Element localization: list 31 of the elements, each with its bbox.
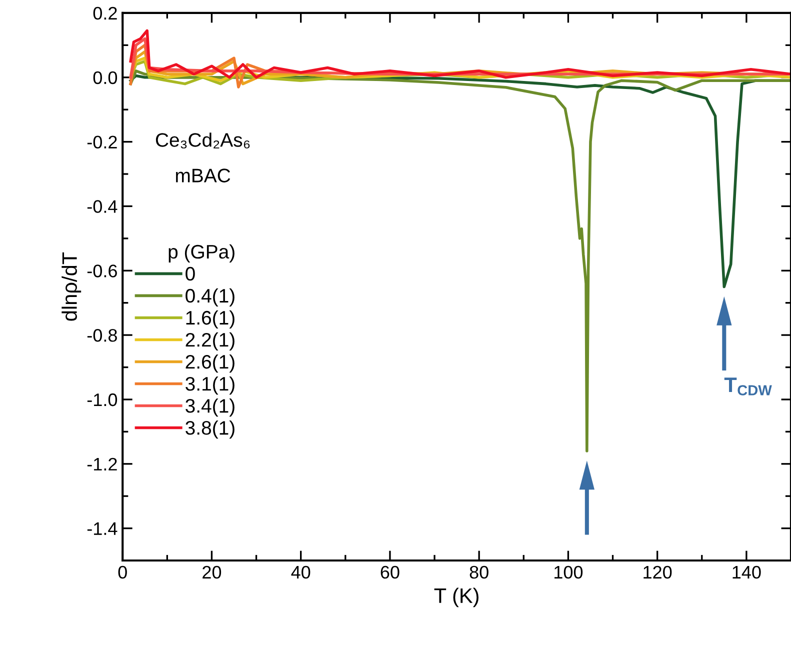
y-tick-label: -1.2 — [87, 458, 117, 470]
x-axis-title: T (K) — [434, 588, 478, 608]
legend-label: 0.4(1) — [186, 288, 234, 307]
x-tick-label: 100 — [554, 566, 583, 579]
x-tick-label: 140 — [732, 566, 761, 579]
legend-label: 2.6(1) — [186, 354, 234, 373]
annotation: T$_{CDW}$ — [724, 378, 772, 396]
x-tick-label: 80 — [470, 566, 488, 579]
y-tick-label: 0.2 — [93, 6, 117, 20]
y-tick-label: -0.6 — [87, 264, 117, 278]
x-tick-label: 0 — [118, 566, 127, 579]
y-tick-label: -1.4 — [87, 522, 118, 535]
x-tick-label: 20 — [202, 566, 222, 579]
y-axis-title: dlnρ/dT — [62, 252, 82, 321]
legend-label: 0 — [186, 266, 195, 281]
y-tick-label: -0.4 — [87, 200, 118, 213]
annotation: mBAC — [176, 168, 230, 182]
legend-label: 3.1(1) — [186, 376, 234, 395]
legend-title: p (GPa) — [168, 244, 234, 262]
y-tick-label: -0.8 — [87, 328, 117, 342]
x-tick-label: 120 — [644, 566, 672, 579]
legend-label: 1.6(1) — [186, 310, 234, 329]
y-tick-label: -1.0 — [87, 393, 118, 406]
y-tick-label: -0.2 — [87, 136, 117, 149]
annotation: Ce₃Cd₂As₆ — [156, 132, 250, 148]
x-tick-label: 40 — [291, 566, 310, 579]
x-tick-label: 60 — [380, 566, 400, 579]
legend-label: 2.2(1) — [186, 332, 234, 351]
legend-label: 3.4(1) — [186, 398, 234, 417]
legend-label: 3.8(1) — [186, 420, 234, 439]
y-tick-label: 0.0 — [93, 71, 118, 84]
